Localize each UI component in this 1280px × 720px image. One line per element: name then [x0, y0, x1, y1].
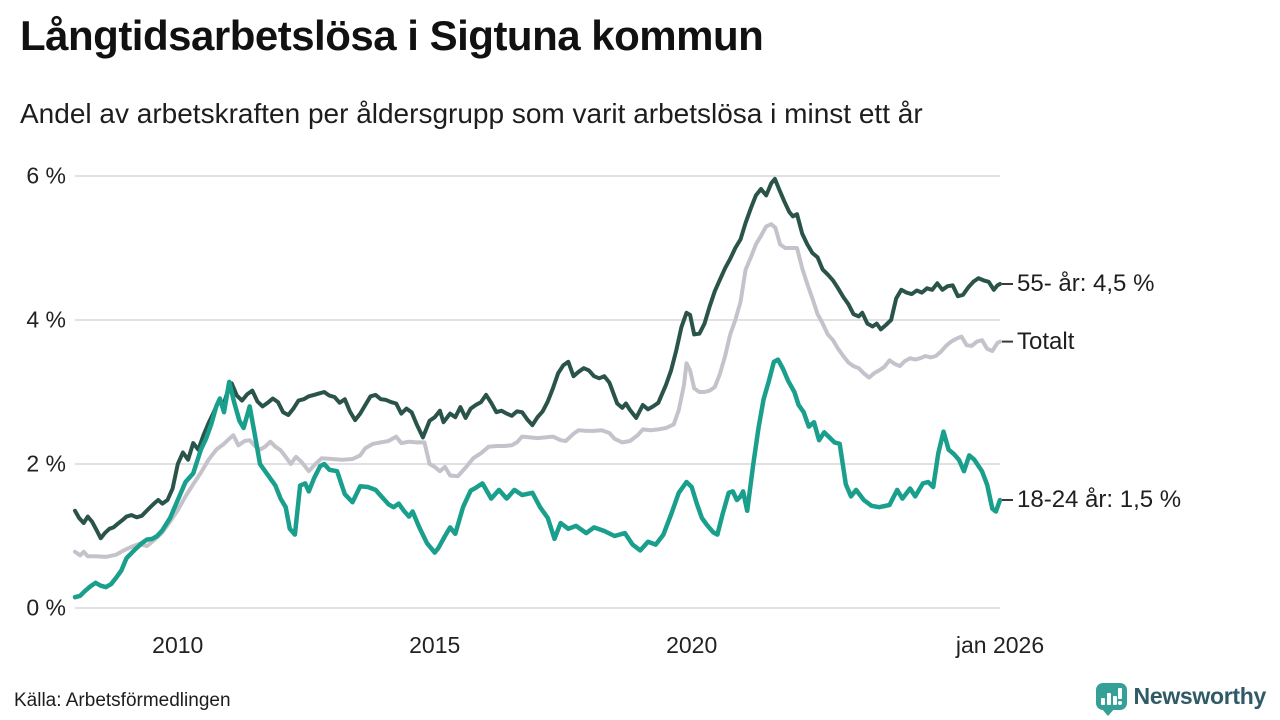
series-label-18-24-ar: 18-24 år: 1,5 % — [1017, 486, 1182, 513]
newsworthy-logo-icon — [1095, 683, 1127, 716]
x-axis-tick-2020: 2020 — [666, 632, 718, 658]
x-axis-tick-jan-2026: jan 2026 — [955, 632, 1045, 658]
brand-name: Newsworthy — [1133, 683, 1267, 709]
x-axis-tick-2010: 2010 — [152, 632, 204, 658]
y-axis-tick-6: 6 % — [26, 162, 66, 189]
newsworthy-brand: Newsworthy — [1095, 683, 1267, 716]
x-axis-tick-2015: 2015 — [409, 632, 461, 658]
series-label-totalt: Totalt — [1017, 327, 1075, 355]
series-label-55-ar: 55- år: 4,5 % — [1017, 270, 1155, 297]
y-axis-tick-2: 2 % — [26, 450, 66, 477]
y-axis-tick-0: 0 % — [26, 594, 66, 621]
bar-chart-icon — [1100, 693, 1117, 705]
source-note: Källa: Arbetsförmedlingen — [14, 690, 231, 711]
exclamation-icon — [1117, 688, 1122, 705]
page-title: Långtidsarbetslösa i Sigtuna kommun — [20, 12, 764, 59]
chart-subtitle: Andel av arbetskraften per åldersgrupp s… — [20, 98, 923, 129]
y-axis-tick-4: 4 % — [26, 306, 66, 333]
